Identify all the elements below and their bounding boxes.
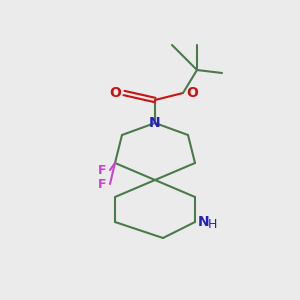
Text: F: F: [98, 178, 106, 190]
Text: N: N: [198, 215, 210, 229]
Text: F: F: [98, 164, 106, 176]
Text: O: O: [109, 86, 121, 100]
Text: O: O: [186, 86, 198, 100]
Text: N: N: [149, 116, 161, 130]
Text: H: H: [208, 218, 218, 230]
